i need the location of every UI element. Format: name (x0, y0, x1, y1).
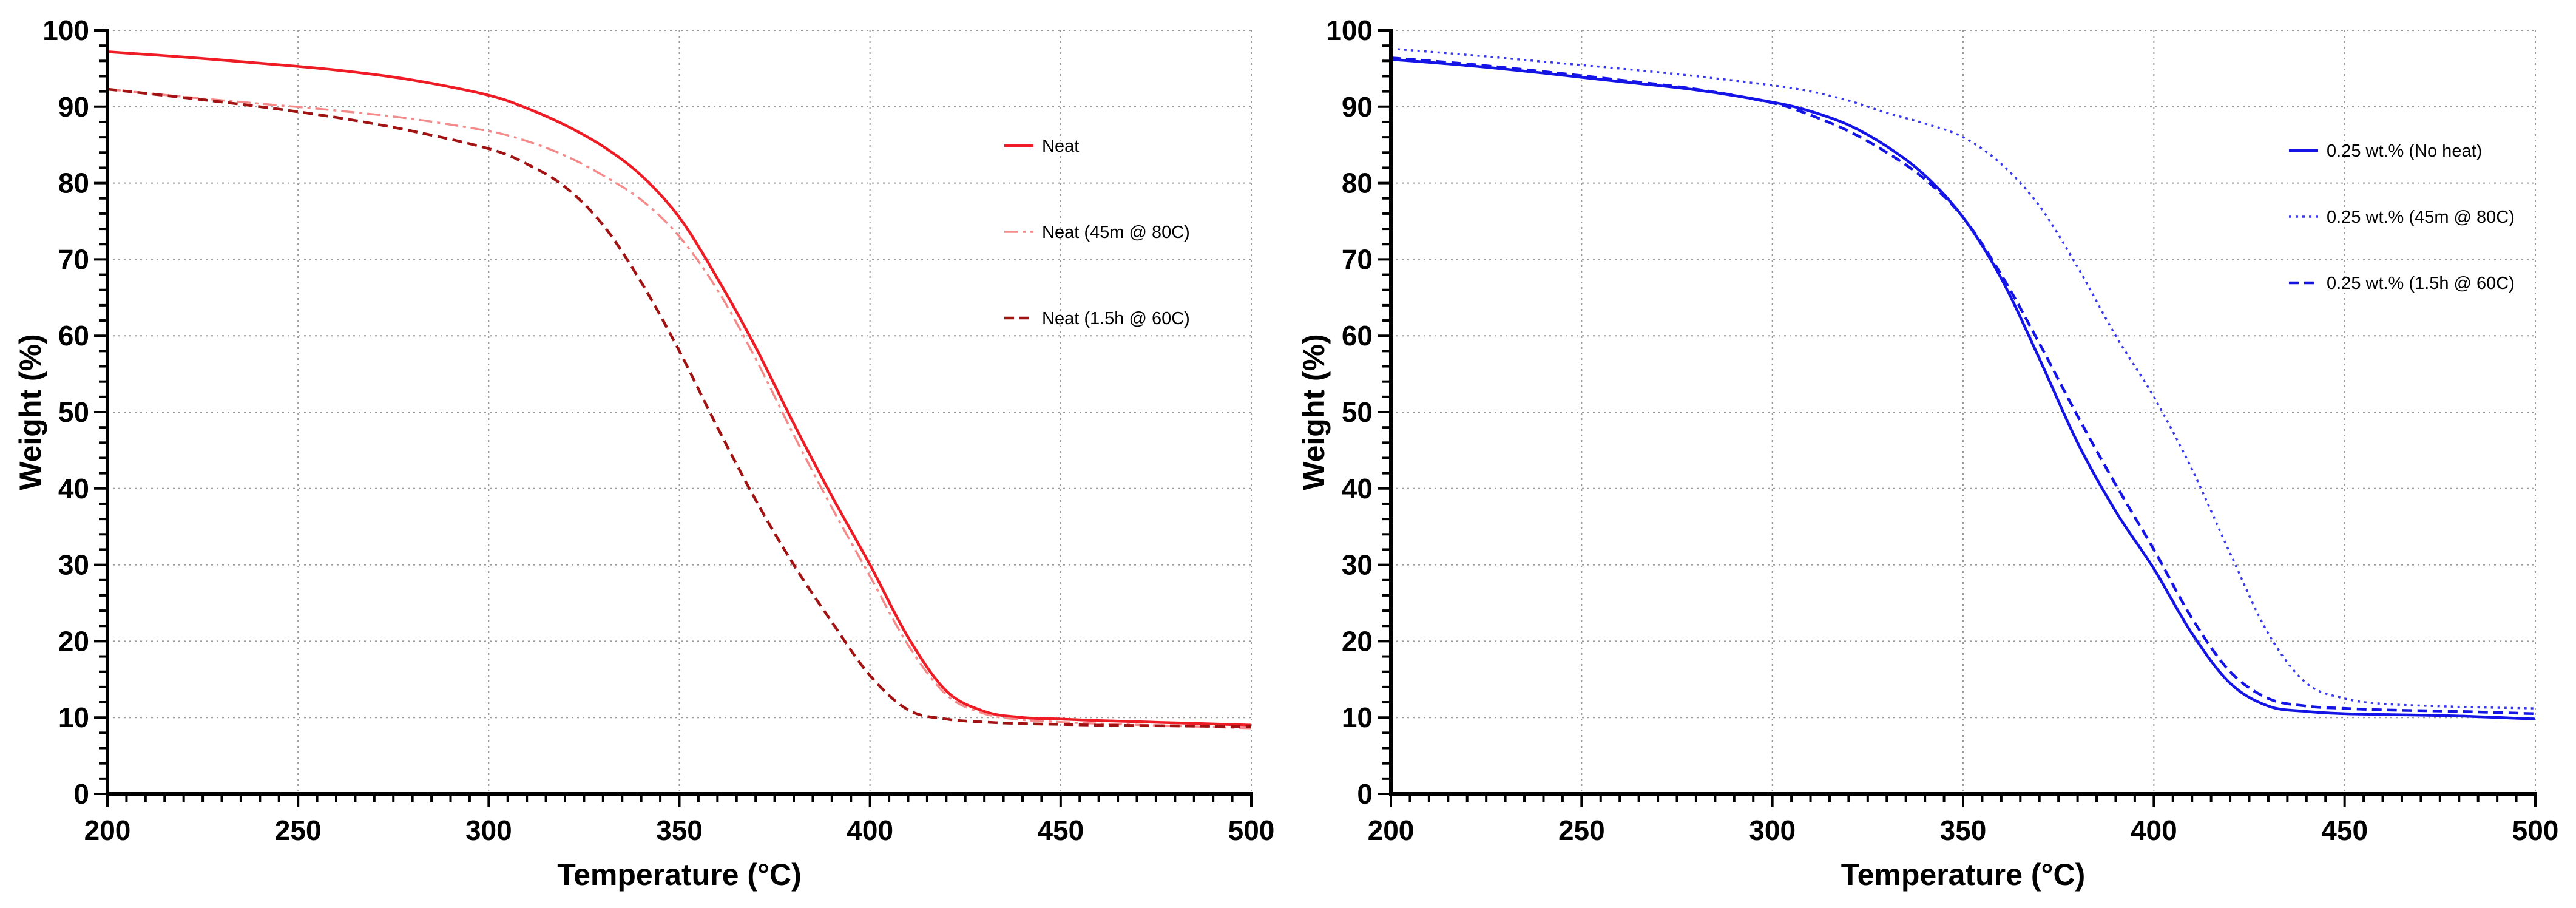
grid (107, 30, 1252, 794)
legend-label-3: Neat (1.5h @ 60C) (1042, 309, 1190, 328)
x-tick-label: 300 (1749, 815, 1796, 846)
y-axis-title: Weight (%) (13, 334, 47, 490)
y-tick-label: 20 (58, 625, 89, 657)
series-line-2 (1390, 47, 2536, 710)
series-line-3 (1390, 56, 2536, 716)
y-tick-label: 70 (1342, 243, 1373, 275)
y-tick-label: 20 (1342, 625, 1373, 657)
y-tick-label: 90 (1342, 91, 1373, 123)
series-line-1 (107, 50, 1252, 727)
x-axis-title: Temperature (°C) (1841, 858, 2085, 892)
series-line-3 (107, 87, 1252, 728)
x-tick-label: 400 (2131, 815, 2177, 846)
legend-label-1: Neat (1042, 137, 1079, 156)
y-tick-label: 50 (58, 396, 89, 428)
x-tick-label: 500 (1228, 815, 1275, 846)
y-tick-label: 90 (58, 91, 89, 123)
x-tick-label: 250 (275, 815, 322, 846)
chart-panel-1: 200 250 300 350 400 450 500 0 10 20 30 40 50 60 70 80 90… (13, 15, 1274, 892)
grid (1391, 30, 2536, 794)
legend: Neat Neat (45m @ 80C) Neat (1.5h @ 60C) (1004, 137, 1190, 328)
x-tick-label: 500 (2512, 815, 2559, 846)
legend-label-3: 0.25 wt.% (1.5h @ 60C) (2327, 274, 2515, 293)
y-tick-label: 10 (58, 702, 89, 733)
y-tick-label: 60 (1342, 320, 1373, 351)
y-tick-label: 40 (58, 473, 89, 504)
y-tick-label: 100 (1326, 15, 1373, 46)
x-tick-label: 450 (1037, 815, 1084, 846)
y-tick-label: 0 (73, 778, 89, 810)
series-line-2 (107, 88, 1252, 730)
legend-label-1: 0.25 wt.% (No heat) (2327, 141, 2482, 161)
x-tick-label: 350 (1940, 815, 1987, 846)
y-tick-label: 30 (1342, 549, 1373, 581)
legend-label-2: Neat (45m @ 80C) (1042, 223, 1190, 242)
legend-label-2: 0.25 wt.% (45m @ 80C) (2327, 208, 2515, 227)
y-tick-label: 10 (1342, 702, 1373, 733)
legend: 0.25 wt.% (No heat) 0.25 wt.% (45m @ 80C)… (2289, 141, 2515, 293)
x-tick-label: 450 (2321, 815, 2368, 846)
x-axis-title: Temperature (°C) (557, 858, 801, 892)
x-tick-label: 200 (1368, 815, 1415, 846)
y-tick-label: 80 (1342, 168, 1373, 199)
x-tick-label: 250 (1558, 815, 1605, 846)
x-tick-label: 400 (847, 815, 893, 846)
y-tick-label: 100 (42, 15, 89, 46)
chart-panel-2: 200 250 300 350 400 450 500 0 10 20 30 40 50 60 70 80 90… (1297, 15, 2558, 892)
y-tick-label: 0 (1357, 778, 1373, 810)
x-tick-label: 350 (656, 815, 703, 846)
y-tick-label: 30 (58, 549, 89, 581)
y-tick-label: 40 (1342, 473, 1373, 504)
x-tick-label: 200 (84, 815, 131, 846)
y-tick-label: 70 (58, 243, 89, 275)
y-tick-label: 80 (58, 168, 89, 199)
y-tick-label: 60 (58, 320, 89, 351)
x-tick-label: 300 (465, 815, 512, 846)
y-tick-label: 50 (1342, 396, 1373, 428)
y-axis-title: Weight (%) (1297, 334, 1331, 490)
